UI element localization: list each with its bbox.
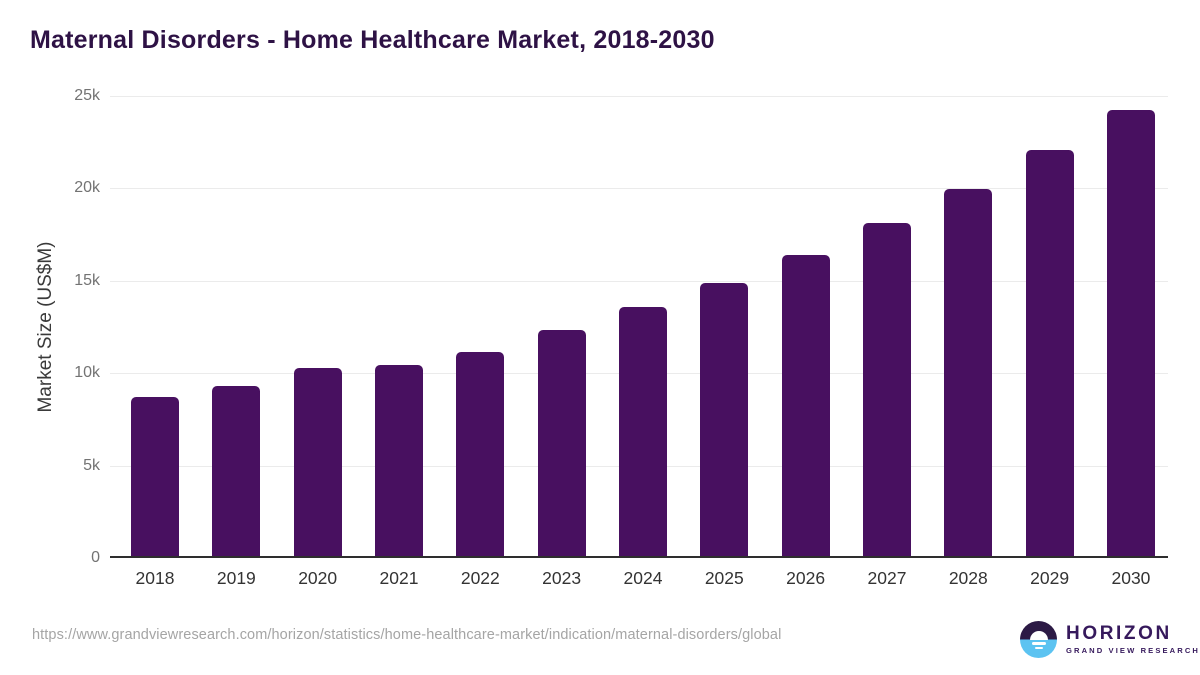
bar-2026[interactable]	[781, 254, 830, 556]
logo-subtitle-text: GRAND VIEW RESEARCH	[1066, 646, 1200, 656]
x-tick-label: 2019	[216, 568, 256, 588]
bar-2022[interactable]	[456, 351, 505, 556]
x-tick-label: 2026	[786, 568, 826, 588]
bar-2025[interactable]	[700, 282, 749, 556]
y-axis-title: Market Size (US$M)	[35, 241, 56, 413]
x-tick-label: 2028	[948, 568, 988, 588]
y-tick-label: 0	[91, 549, 100, 566]
x-tick-label: 2029	[1030, 568, 1070, 588]
x-tick-label: 2030	[1111, 568, 1151, 588]
source-url: https://www.grandviewresearch.com/horizo…	[32, 627, 782, 643]
bar-chart-plot-area: 25k 20k 15k 10k 5k 0 2018 2019 2020 2021 2022 2023 2…	[74, 87, 1168, 588]
bar-2030[interactable]	[1106, 109, 1155, 556]
x-tick-label: 2022	[460, 568, 500, 588]
x-tick-label: 2018	[135, 568, 175, 588]
bar-2023[interactable]	[537, 329, 586, 556]
horizon-logo[interactable]: HORIZON GRAND VIEW RESEARCH	[1020, 621, 1200, 658]
bar-2018[interactable]	[131, 397, 179, 556]
x-tick-label: 2027	[867, 568, 907, 588]
x-tick-label: 2023	[542, 568, 582, 588]
y-tick-label: 10k	[74, 364, 100, 382]
bar-2021[interactable]	[374, 364, 423, 556]
y-tick-label: 15k	[74, 271, 100, 289]
x-tick-label: 2021	[379, 568, 419, 588]
bar-2019[interactable]	[212, 385, 261, 556]
gridline	[110, 188, 1168, 190]
bar-2024[interactable]	[618, 307, 667, 556]
bar-2027[interactable]	[862, 223, 911, 556]
y-tick-label: 20k	[74, 179, 100, 197]
x-tick-label: 2020	[298, 568, 338, 588]
gridline	[110, 96, 1168, 97]
x-tick-label: 2025	[704, 568, 744, 588]
logo-brand-text: HORIZON	[1066, 623, 1172, 645]
y-tick-label: 25k	[74, 87, 100, 104]
sun-over-water-icon	[1020, 621, 1057, 658]
bar-2029[interactable]	[1025, 150, 1074, 556]
x-tick-label: 2024	[623, 568, 663, 588]
bar-2020[interactable]	[293, 368, 342, 556]
gridline	[110, 280, 1168, 282]
chart-title: Maternal Disorders - Home Healthcare Mar…	[30, 26, 715, 54]
y-tick-label: 5k	[83, 456, 100, 474]
bar-2028[interactable]	[944, 189, 993, 556]
